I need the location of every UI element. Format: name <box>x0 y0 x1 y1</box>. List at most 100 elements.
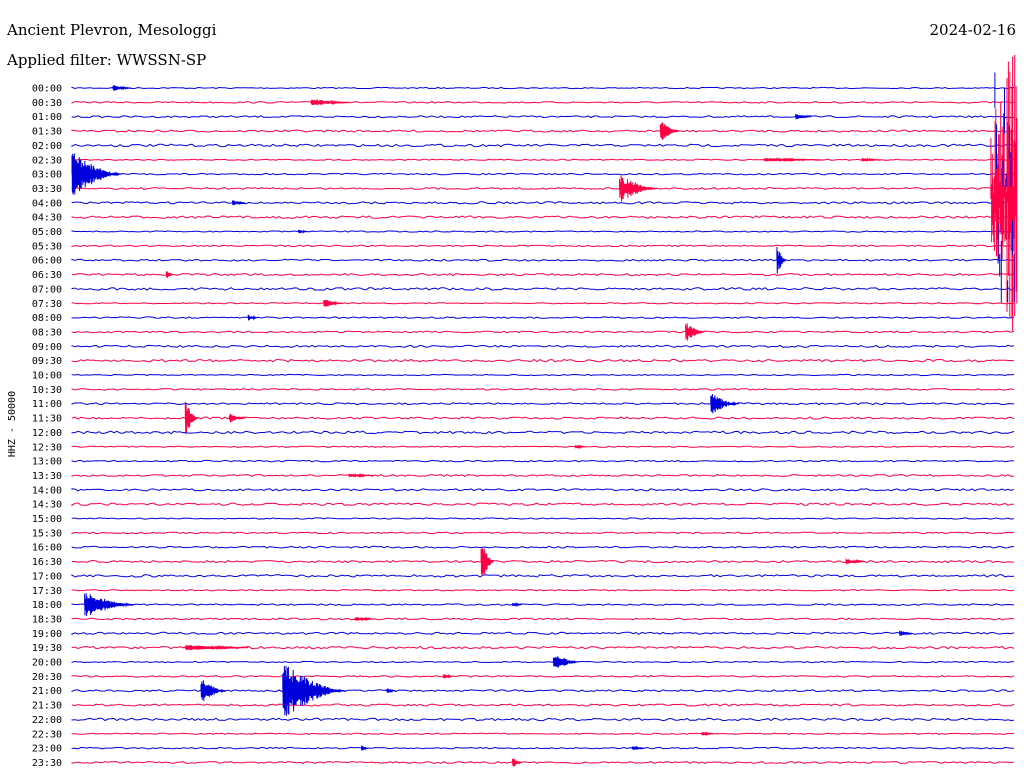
row-label: 02:30 <box>32 155 62 166</box>
trace-line <box>71 746 1014 750</box>
event-waveform <box>710 393 740 414</box>
event-waveform <box>512 758 522 767</box>
event-waveform <box>619 175 658 202</box>
trace-line <box>71 732 1015 735</box>
trace-line <box>71 115 1015 119</box>
event-waveform <box>247 314 258 321</box>
row-label: 04:30 <box>32 213 62 224</box>
trace-line <box>71 373 1015 377</box>
trace-line <box>71 201 1015 205</box>
trace-line <box>71 717 1015 722</box>
row-label: 10:00 <box>32 371 62 382</box>
row-label: 05:30 <box>32 241 62 252</box>
event-waveform <box>184 401 198 435</box>
trace-line <box>71 589 1015 592</box>
event-waveform <box>512 602 522 607</box>
row-label: 20:30 <box>32 672 62 683</box>
filter-label: Applied filter: WWSSN-SP <box>7 51 207 69</box>
row-label: 08:00 <box>32 313 62 324</box>
row-label: 18:30 <box>32 614 62 625</box>
trace-line <box>71 388 1015 391</box>
event-waveform <box>200 680 227 702</box>
event-waveform <box>361 745 368 751</box>
trace-line <box>71 459 1015 463</box>
trace-line <box>71 474 1014 477</box>
row-label: 21:30 <box>32 701 62 712</box>
event-waveform <box>232 200 245 206</box>
row-label: 13:30 <box>32 471 62 482</box>
event-waveform <box>845 558 866 565</box>
row-label: 12:00 <box>32 428 62 439</box>
row-label: 03:00 <box>32 170 62 181</box>
row-label: 02:00 <box>32 141 62 152</box>
event-waveform <box>386 688 396 694</box>
row-label: 12:30 <box>32 442 62 453</box>
event-waveform <box>354 616 375 622</box>
trace-line <box>71 517 1015 520</box>
event-waveform <box>795 114 812 120</box>
trace-line <box>71 574 1015 578</box>
trace-line <box>71 660 1015 664</box>
event-waveform <box>659 122 680 140</box>
row-label: 14:30 <box>32 500 62 511</box>
trace-line <box>71 416 1015 420</box>
row-label: 16:00 <box>32 543 62 554</box>
event-waveform <box>165 271 173 278</box>
trace-line <box>71 703 1015 707</box>
trace-line <box>71 244 1015 248</box>
row-label: 07:00 <box>32 284 62 295</box>
event-waveform <box>442 673 453 679</box>
row-label: 01:00 <box>32 112 62 123</box>
row-label: 17:30 <box>32 586 62 597</box>
row-label: 15:00 <box>32 514 62 525</box>
trace-line <box>71 488 1015 492</box>
date-label: 2024-02-16 <box>929 21 1016 39</box>
trace-line <box>71 402 1015 406</box>
row-label: 08:30 <box>32 327 62 338</box>
event-waveform <box>575 444 585 450</box>
trace-line <box>71 172 1015 176</box>
event-waveform <box>184 644 249 651</box>
trace-line <box>71 258 1014 262</box>
event-waveform <box>282 665 346 716</box>
trace-line <box>71 344 1015 348</box>
trace-line <box>71 761 1015 764</box>
trace-line <box>71 215 1015 219</box>
station-name: Ancient Plevron, Mesologgi <box>7 21 217 39</box>
row-label: 14:00 <box>32 485 62 496</box>
row-label: 23:30 <box>32 758 62 769</box>
trace-line <box>71 531 1015 535</box>
trace-line <box>71 545 1014 549</box>
trace-line <box>71 430 1015 435</box>
row-label: 18:00 <box>32 600 62 611</box>
event-waveform <box>323 299 343 307</box>
row-label: 16:30 <box>32 557 62 568</box>
event-waveform <box>763 156 821 163</box>
row-label: 03:30 <box>32 184 62 195</box>
trace-line <box>71 302 1015 305</box>
row-label: 20:00 <box>32 658 62 669</box>
event-waveform <box>631 745 645 751</box>
event-waveform <box>899 630 912 636</box>
row-label: 01:30 <box>32 127 62 138</box>
trace-line <box>71 330 1015 334</box>
event-waveform <box>348 472 375 479</box>
trace-line <box>71 445 1015 448</box>
trace-line <box>71 603 1015 606</box>
trace-line <box>71 129 1015 133</box>
trace-line <box>71 358 1015 363</box>
trace-line <box>71 230 1015 233</box>
row-label: 11:30 <box>32 414 62 425</box>
row-label: 22:00 <box>32 715 62 726</box>
row-label: 11:00 <box>32 399 62 410</box>
burst-waveform-red <box>990 54 1018 332</box>
trace-line <box>71 675 1015 678</box>
row-label: 15:30 <box>32 528 62 539</box>
row-label: 23:00 <box>32 744 62 755</box>
trace-line <box>71 316 1015 319</box>
row-label: 09:30 <box>32 356 62 367</box>
event-waveform <box>228 413 246 423</box>
event-waveform <box>776 246 787 274</box>
row-label: 17:00 <box>32 571 62 582</box>
event-waveform <box>700 730 714 737</box>
